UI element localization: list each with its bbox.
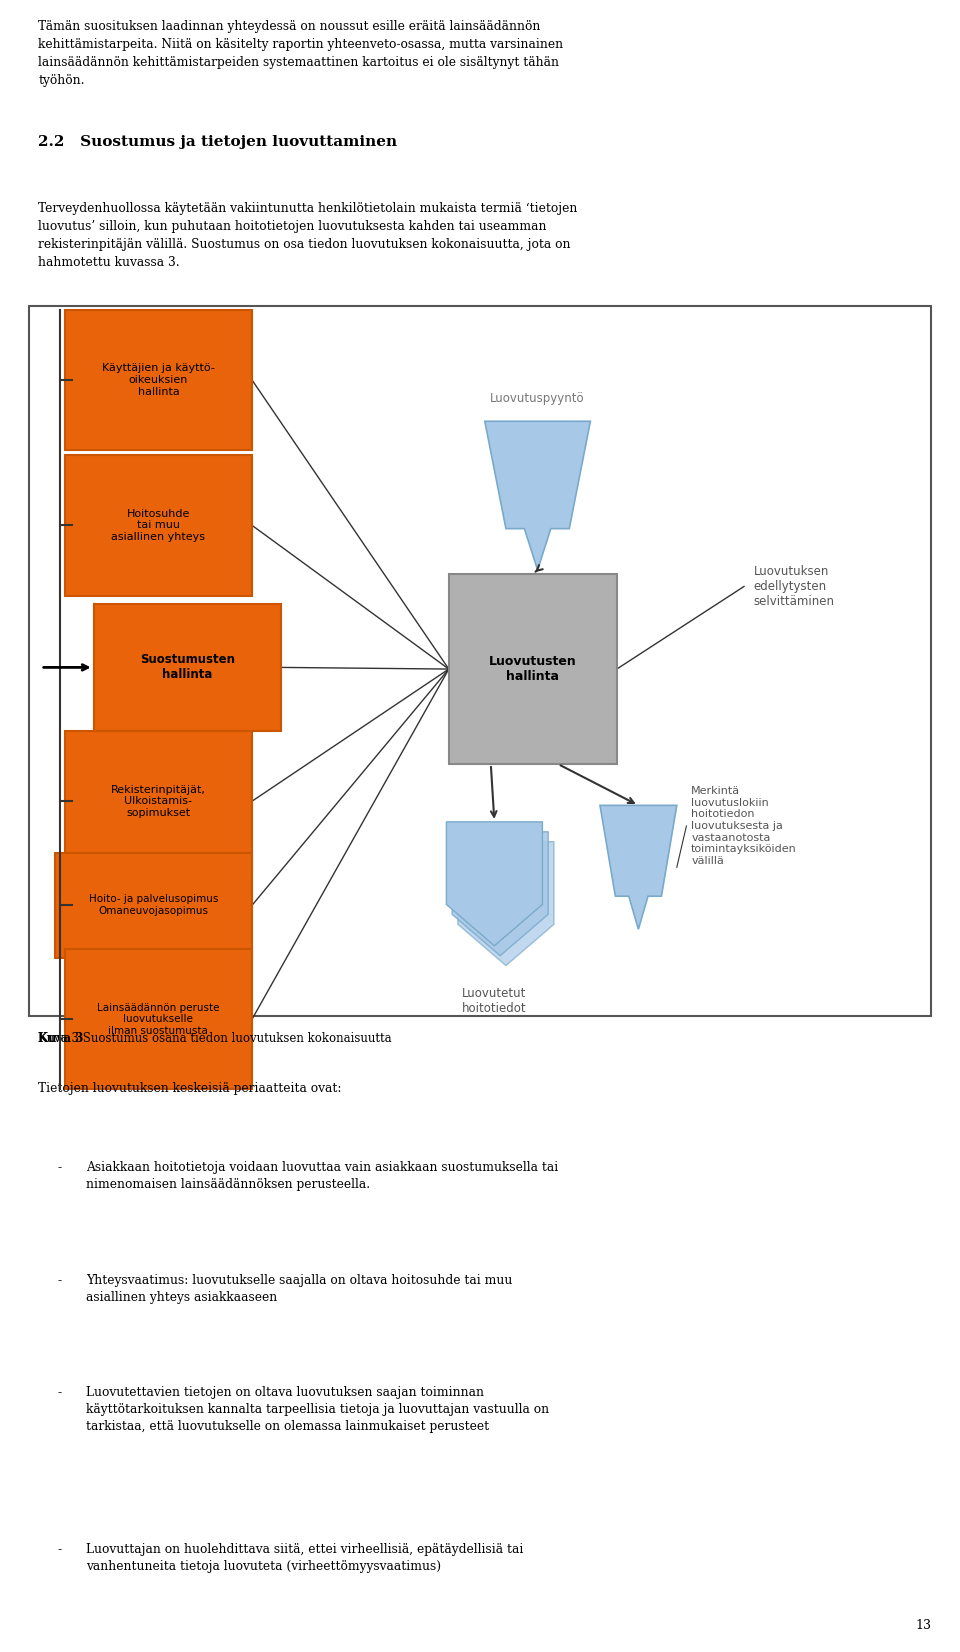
Text: Yhteysvaatimus: luovutukselle saajalla on oltava hoitosuhde tai muu
asiallinen y: Yhteysvaatimus: luovutukselle saajalla o… bbox=[86, 1274, 513, 1303]
Text: Suostumusten
hallinta: Suostumusten hallinta bbox=[140, 654, 234, 681]
Polygon shape bbox=[458, 841, 554, 965]
FancyBboxPatch shape bbox=[449, 575, 617, 763]
Text: Asiakkaan hoitotietoja voidaan luovuttaa vain asiakkaan suostumuksella tai
nimen: Asiakkaan hoitotietoja voidaan luovuttaa… bbox=[86, 1161, 559, 1191]
Text: 2.2   Suostumus ja tietojen luovuttaminen: 2.2 Suostumus ja tietojen luovuttaminen bbox=[38, 135, 397, 149]
Text: Luovutuspyyntö: Luovutuspyyntö bbox=[491, 392, 585, 405]
Text: Lainsäädännön peruste
luovutukselle
ilman suostumusta: Lainsäädännön peruste luovutukselle ilma… bbox=[97, 1003, 220, 1036]
FancyBboxPatch shape bbox=[65, 730, 252, 872]
Text: Luovuttajan on huolehdittava siitä, ettei virheellisiä, epätäydellisiä tai
vanhe: Luovuttajan on huolehdittava siitä, ette… bbox=[86, 1543, 524, 1573]
Text: -: - bbox=[58, 1543, 61, 1556]
Text: Luovutusten
hallinta: Luovutusten hallinta bbox=[489, 656, 577, 682]
Text: -: - bbox=[58, 1386, 61, 1399]
Polygon shape bbox=[452, 831, 548, 955]
FancyBboxPatch shape bbox=[55, 852, 252, 958]
Text: Luovutetut
hoitotiedot: Luovutetut hoitotiedot bbox=[462, 986, 527, 1014]
Text: Tämän suosituksen laadinnan yhteydessä on noussut esille eräitä lainsäädännön
ke: Tämän suosituksen laadinnan yhteydessä o… bbox=[38, 20, 564, 88]
Text: -: - bbox=[58, 1274, 61, 1287]
FancyBboxPatch shape bbox=[65, 454, 252, 595]
Polygon shape bbox=[600, 805, 677, 928]
Polygon shape bbox=[485, 421, 590, 570]
FancyBboxPatch shape bbox=[94, 605, 280, 730]
Text: 13: 13 bbox=[915, 1619, 931, 1632]
Text: Hoito- ja palvelusopimus
Omaneuvojasopimus: Hoito- ja palvelusopimus Omaneuvojasopim… bbox=[89, 894, 218, 917]
Text: Kuva 3: Kuva 3 bbox=[38, 1032, 88, 1046]
Text: Käyttäjien ja käyttö-
oikeuksien
hallinta: Käyttäjien ja käyttö- oikeuksien hallint… bbox=[102, 363, 215, 396]
Text: -: - bbox=[58, 1161, 61, 1175]
FancyBboxPatch shape bbox=[65, 311, 252, 449]
Text: Tietojen luovutuksen keskeisiä periaatteita ovat:: Tietojen luovutuksen keskeisiä periaatte… bbox=[38, 1082, 342, 1095]
Text: Luovutettavien tietojen on oltava luovutuksen saajan toiminnan
käyttötarkoitukse: Luovutettavien tietojen on oltava luovut… bbox=[86, 1386, 549, 1432]
Text: Rekisterinpitäjät,
Ulkoistamis-
sopimukset: Rekisterinpitäjät, Ulkoistamis- sopimuks… bbox=[111, 785, 205, 818]
FancyBboxPatch shape bbox=[65, 948, 252, 1090]
Polygon shape bbox=[446, 821, 542, 945]
Text: Terveydenhuollossa käytetään vakiintunutta henkilötietolain mukaista termiä ‘tie: Terveydenhuollossa käytetään vakiintunut… bbox=[38, 202, 578, 269]
Text: Merkintä
luovutuslokiin
hoitotiedon
luovutuksesta ja
vastaanotosta
toimintayksik: Merkintä luovutuslokiin hoitotiedon luov… bbox=[691, 786, 797, 866]
Bar bbox=[29, 306, 931, 1016]
Text: Hoitosuhde
tai muu
asiallinen yhteys: Hoitosuhde tai muu asiallinen yhteys bbox=[111, 509, 205, 542]
Text: Kuva 3 Suostumus osana tiedon luovutuksen kokonaisuutta: Kuva 3 Suostumus osana tiedon luovutukse… bbox=[38, 1032, 392, 1046]
Text: Luovutuksen
edellytysten
selvittäminen: Luovutuksen edellytysten selvittäminen bbox=[754, 565, 834, 608]
